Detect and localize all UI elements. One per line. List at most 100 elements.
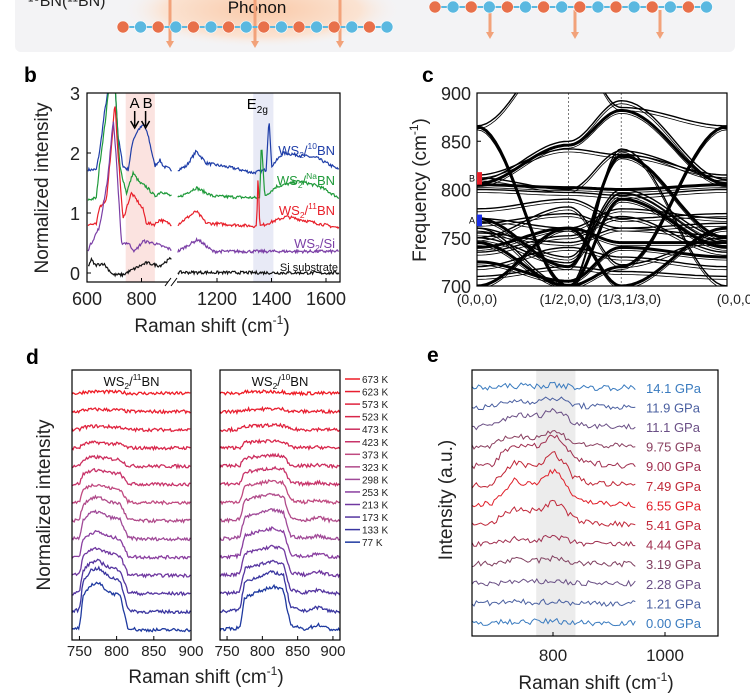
axis-break-mark bbox=[164, 277, 178, 287]
spectrum-line bbox=[219, 388, 340, 397]
spectrum-line bbox=[471, 499, 636, 528]
phonon-band bbox=[477, 192, 727, 199]
x-axis-label: Raman shift (cm-1) bbox=[128, 664, 283, 688]
phonon-band bbox=[477, 198, 727, 220]
x-tick-label: 1000 bbox=[646, 646, 684, 665]
boron-atom bbox=[645, 0, 659, 14]
mode-marker-label: A bbox=[469, 215, 475, 225]
phonon-band bbox=[477, 230, 727, 247]
spectrum-line bbox=[471, 407, 636, 431]
annotation-A: A bbox=[130, 95, 140, 112]
phonon-band bbox=[477, 93, 727, 127]
pressure-label: 9.75 GPa bbox=[646, 440, 702, 455]
phonon-band bbox=[477, 249, 727, 285]
spectrum-line bbox=[87, 93, 172, 172]
x-tick-label: 750 bbox=[67, 643, 92, 660]
legend-label: 77 K bbox=[362, 538, 383, 549]
nitrogen-atom bbox=[204, 20, 218, 34]
spectrum-line bbox=[71, 565, 191, 615]
spectrum-line bbox=[471, 396, 636, 411]
x-tick-label: 800 bbox=[250, 643, 275, 660]
nitrogen-atom bbox=[239, 20, 253, 34]
boron-atom bbox=[292, 20, 306, 34]
legend-label: 213 K bbox=[362, 501, 388, 512]
pressure-label: 14.1 GPa bbox=[646, 381, 702, 396]
spectrum-line bbox=[71, 483, 191, 506]
y-axis-label: Frequency (cm-1) bbox=[407, 118, 431, 262]
boron-atom bbox=[609, 0, 623, 14]
boron-atom bbox=[537, 0, 550, 14]
phonon-band bbox=[477, 108, 727, 186]
phonon-band bbox=[477, 245, 727, 283]
x-tick-label: 900 bbox=[320, 643, 345, 660]
y-axis-label: Normalized intensity bbox=[34, 419, 55, 591]
spectrum-line bbox=[71, 407, 191, 415]
pressure-label: 11.9 GPa bbox=[646, 400, 701, 415]
plot-frame bbox=[219, 369, 341, 641]
spectrum-line bbox=[219, 465, 341, 488]
spectrum-line bbox=[177, 180, 340, 230]
spectrum-line bbox=[471, 434, 636, 470]
nitrogen-atom bbox=[519, 0, 532, 14]
spectrum-line bbox=[71, 423, 191, 433]
y-tick-label: 800 bbox=[441, 181, 471, 201]
annotation-e2g: E2g bbox=[247, 96, 268, 116]
panel-letter-d: d bbox=[26, 346, 39, 369]
panel-letter-c: c bbox=[422, 64, 434, 87]
phonon-band bbox=[477, 215, 727, 253]
nitrogen-atom bbox=[169, 20, 183, 34]
plot-frame bbox=[471, 369, 719, 637]
spectrum-line bbox=[87, 106, 172, 228]
x-tick-label: 850 bbox=[141, 643, 166, 660]
shaded-region bbox=[253, 93, 274, 282]
spectrum-line bbox=[71, 467, 191, 487]
legend-label: 623 K bbox=[362, 388, 388, 399]
phonon-band bbox=[477, 148, 727, 176]
spectrum-line bbox=[471, 534, 636, 547]
boron-atom bbox=[682, 0, 695, 14]
phonon-arrow-head bbox=[571, 32, 579, 39]
annotation-arrow bbox=[130, 111, 140, 130]
series-label: WS2/10BN bbox=[278, 141, 335, 160]
spectrum-line bbox=[71, 581, 191, 633]
axis-break-gap bbox=[168, 278, 177, 286]
subplot-title: WS2/10BN bbox=[252, 372, 309, 391]
spectrum-line bbox=[71, 389, 191, 396]
atom-chains bbox=[116, 0, 713, 48]
y-axis-label: Normalized intensity bbox=[32, 102, 53, 274]
spectrum-line bbox=[219, 405, 341, 415]
phonon-band bbox=[477, 183, 727, 191]
y-axis-label: Intensity (a.u.) bbox=[436, 440, 457, 560]
spectrum-line bbox=[71, 494, 191, 524]
legend-label: 673 K bbox=[362, 375, 388, 386]
series-label: WS2/Si bbox=[294, 236, 335, 253]
spectrum-line bbox=[471, 451, 636, 489]
y-tick-label: 850 bbox=[441, 132, 471, 152]
legend-label: 423 K bbox=[362, 438, 388, 449]
spectrum-line bbox=[471, 555, 636, 568]
y-tick-label: 0 bbox=[70, 264, 80, 284]
spectrum-line bbox=[71, 546, 191, 579]
legend-label: 253 K bbox=[362, 488, 388, 499]
kpoint-label: (0,0,0) bbox=[457, 291, 497, 307]
phonon-band bbox=[477, 187, 727, 193]
phonon-band bbox=[489, 230, 727, 286]
boron-atom bbox=[428, 0, 442, 14]
panel-e-pressure-spectra: e 14.1 GPa 11.9 GPa 11.1 GPa 9.75 GPa 9.00 G… bbox=[427, 344, 719, 694]
x-tick-label: 600 bbox=[72, 289, 102, 309]
phonon-band bbox=[477, 151, 727, 179]
boron-atom bbox=[327, 20, 341, 34]
boron-atom bbox=[187, 20, 200, 34]
spectrum-line bbox=[177, 236, 339, 255]
spectrum-line bbox=[219, 422, 341, 434]
panel-b-raman-spectra: b WS2/10BN WS2/NaBN WS2/11BN WS2/Si Si subst… bbox=[24, 64, 346, 337]
spectrum-line bbox=[471, 429, 636, 450]
boron-atom bbox=[464, 0, 478, 14]
phonon-band bbox=[477, 99, 727, 181]
spectrum-line bbox=[219, 559, 341, 597]
spectrum-line bbox=[87, 93, 172, 201]
pressure-label: 6.55 GPa bbox=[646, 498, 702, 513]
boron-atom bbox=[116, 20, 130, 34]
spectrum-line bbox=[219, 492, 341, 524]
